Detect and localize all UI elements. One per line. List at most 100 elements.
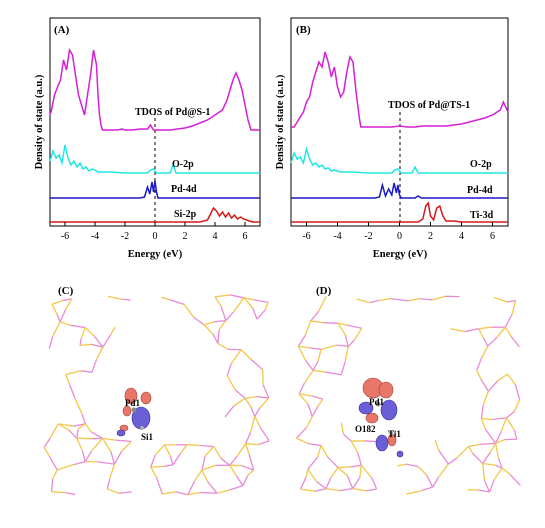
framework-bond <box>316 445 322 458</box>
framework-bond <box>478 328 485 340</box>
framework-bond <box>232 297 245 313</box>
atom-si <box>140 426 144 430</box>
panel-a-x-tick-label: -6 <box>61 231 69 242</box>
framework-bond <box>330 467 339 479</box>
framework-bond <box>250 359 263 370</box>
framework-bond <box>353 327 363 341</box>
framework-bond <box>249 416 256 433</box>
framework-bond <box>226 375 236 391</box>
framework-bond <box>366 488 377 492</box>
framework-bond <box>297 345 306 361</box>
framework-bond <box>464 328 479 333</box>
framework-bond <box>233 397 246 407</box>
panel-d-atom-label-pd1: Pd1 <box>369 397 385 407</box>
framework-bond <box>199 491 217 494</box>
atom-ti <box>389 431 393 435</box>
framework-bond <box>496 326 506 338</box>
panel-b-x-tick-label: 4 <box>459 231 464 242</box>
panel-c-atom-label-si1: Si1 <box>141 432 154 442</box>
framework-bond <box>84 327 95 337</box>
panel-b-x-tick-label: -6 <box>302 231 310 242</box>
framework-bond <box>419 297 433 301</box>
framework-bond <box>346 475 354 489</box>
framework-bond <box>193 316 205 326</box>
framework-bond <box>264 302 269 310</box>
framework-bond <box>408 297 420 302</box>
framework-bond <box>323 322 339 324</box>
framework-bond <box>489 442 497 453</box>
framework-bond <box>312 395 323 400</box>
framework-bond <box>338 466 351 469</box>
framework-bond <box>228 485 244 491</box>
framework-bond <box>478 326 492 330</box>
framework-bond <box>164 444 171 457</box>
framework-bond <box>347 339 355 347</box>
framework-bond <box>155 477 163 495</box>
framework-bond <box>510 336 520 348</box>
framework-bond <box>304 359 314 371</box>
framework-bond <box>229 464 238 477</box>
framework-bond <box>80 327 86 339</box>
panel-b-x-tick-label: -2 <box>364 231 372 242</box>
framework-bond <box>65 298 73 311</box>
framework-bond <box>485 429 497 444</box>
framework-bond <box>193 469 203 482</box>
panel-d-atom-label-ti1: Ti1 <box>388 429 401 439</box>
framework-bond <box>478 489 490 493</box>
framework-bond <box>337 322 346 336</box>
framework-bond <box>432 476 440 488</box>
framework-bond <box>495 431 502 444</box>
framework-bond <box>506 411 515 419</box>
framework-bond <box>169 299 185 305</box>
framework-bond <box>360 464 373 478</box>
panel-a-ylabel: Density of state (a.u.) <box>34 74 45 169</box>
framework-bond <box>437 463 449 478</box>
framework-bond <box>90 437 104 452</box>
framework-bond <box>234 389 246 399</box>
framework-bond <box>154 444 166 456</box>
panel-b-o2p-label: O-2p <box>470 159 492 170</box>
panel-a-label: (A) <box>54 24 70 36</box>
framework-bond <box>217 329 220 344</box>
framework-bond <box>51 491 67 494</box>
framework-bond <box>492 417 507 421</box>
framework-bond <box>226 363 232 376</box>
framework-bond <box>65 370 82 376</box>
framework-bond <box>49 423 59 439</box>
framework-bond <box>79 338 82 346</box>
framework-bond <box>76 437 84 452</box>
framework-bond <box>352 477 361 489</box>
panel-b-series-tdos-of-pd-ts-1 <box>291 51 509 128</box>
framework-bond <box>359 465 362 478</box>
panel-b-x-ticks: -6 -4 -2 0 2 4 6 <box>302 222 495 242</box>
framework-bond <box>504 326 512 337</box>
framework-bond <box>456 445 469 459</box>
framework-bond <box>52 469 58 480</box>
framework-bond <box>118 491 132 494</box>
framework-bond <box>79 343 92 346</box>
isosurface-accumulation <box>122 405 132 417</box>
framework-bond <box>214 294 231 298</box>
framework-bond <box>65 492 76 496</box>
framework-bond <box>320 445 328 457</box>
framework-bond <box>150 466 158 478</box>
panel-a-series-pd-4d <box>50 180 260 199</box>
panel-b-x-tick-label: 2 <box>428 231 433 242</box>
panel-a-si2p-label: Si-2p <box>174 209 197 220</box>
framework-bond <box>70 324 86 329</box>
framework-bond <box>65 374 71 385</box>
framework-bond <box>300 488 316 492</box>
framework-bond <box>493 467 503 480</box>
framework-bond <box>254 407 261 417</box>
framework-bond <box>379 297 391 302</box>
panel-d-structure: (D) Pd1 O182 Ti1 <box>296 285 521 495</box>
framework-bond <box>200 444 214 448</box>
panel-c-charge-isosurfaces <box>116 387 152 437</box>
framework-bond <box>214 296 222 307</box>
framework-bond <box>150 465 164 468</box>
framework-bond <box>121 298 131 301</box>
framework-bond <box>476 370 482 380</box>
panel-a-x-ticks: -6 -4 -2 0 2 4 6 <box>61 222 248 242</box>
framework-bond <box>390 297 409 302</box>
isosurface-accumulation <box>140 391 152 405</box>
